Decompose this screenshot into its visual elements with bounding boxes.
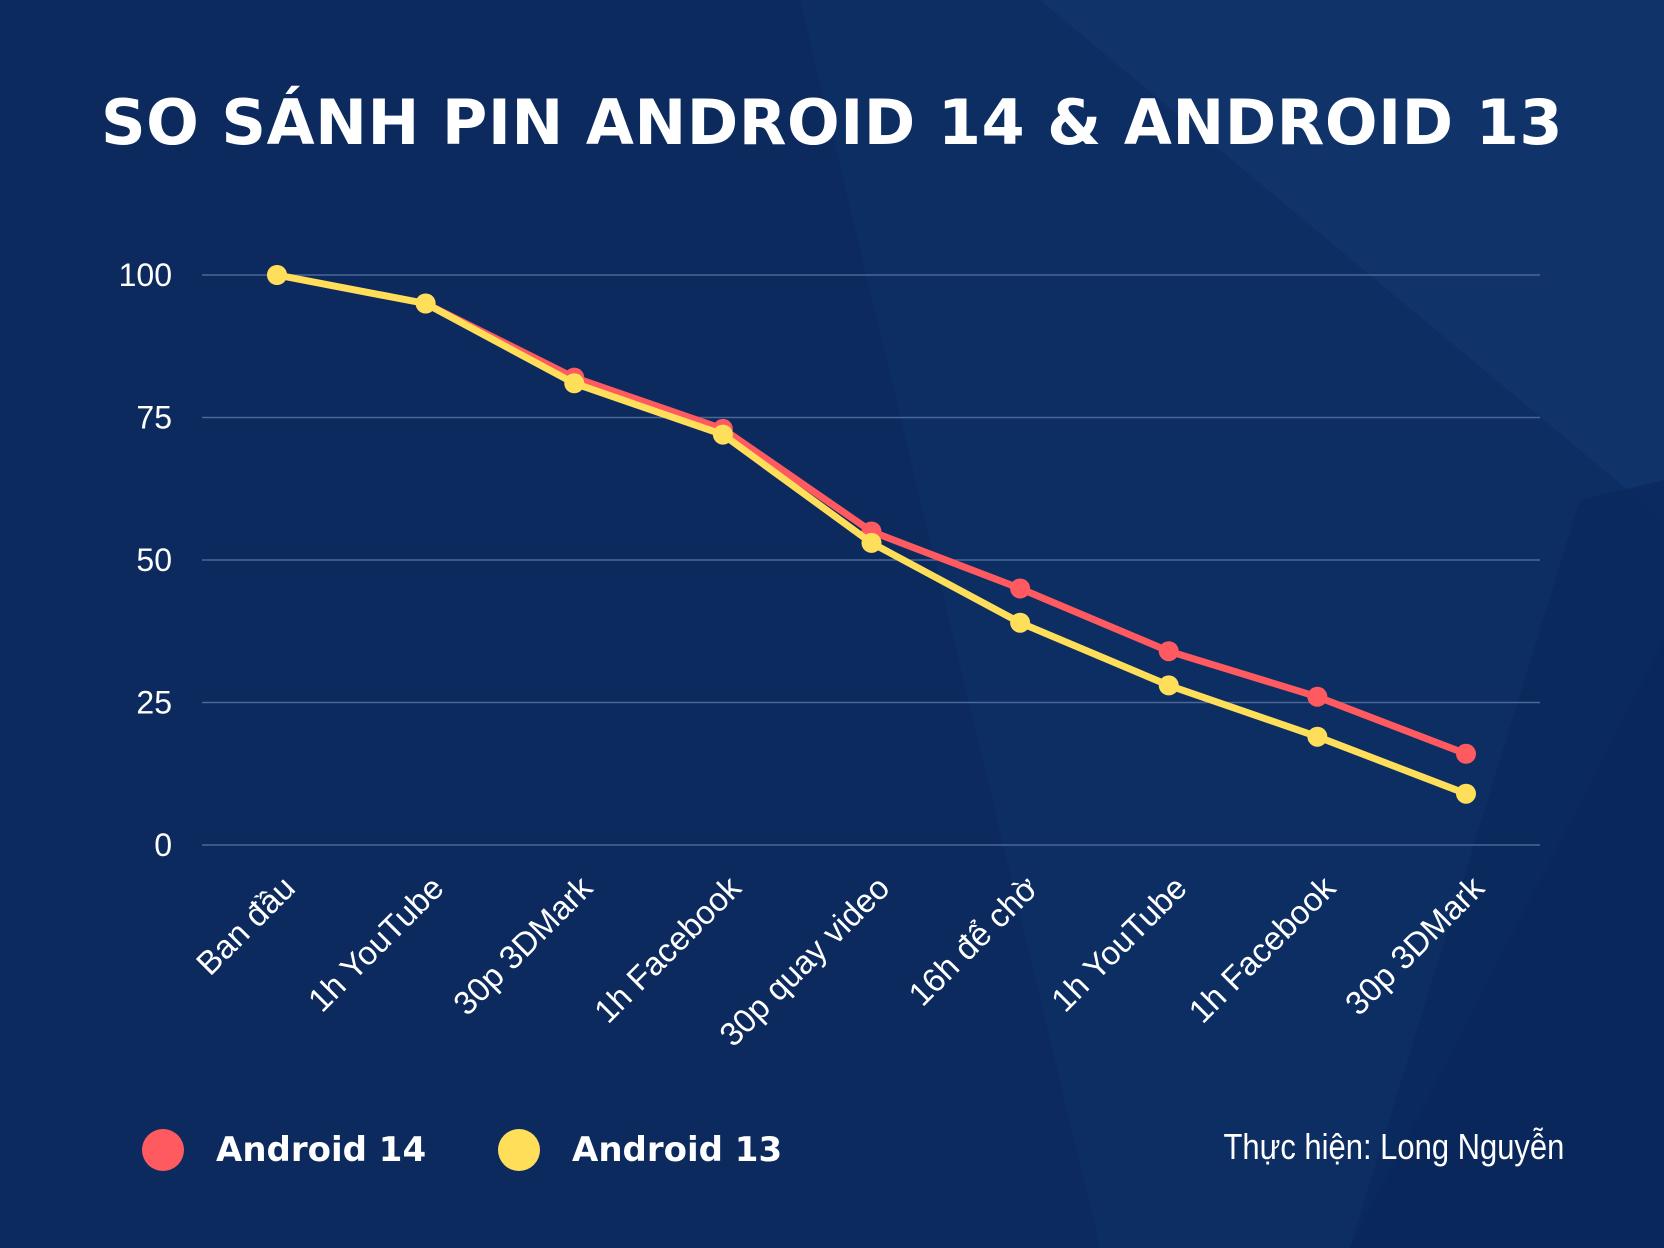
- legend-item-android13: Android 13: [498, 1128, 782, 1172]
- data-point: [564, 373, 585, 394]
- x-tick-label: 1h Facebook: [1181, 868, 1342, 1029]
- y-tick-label: 75: [136, 400, 172, 436]
- data-point: [415, 293, 436, 314]
- data-point: [1456, 783, 1476, 804]
- x-tick-label: 30p 3DMark: [1338, 868, 1492, 1022]
- series-android-13: [267, 265, 1476, 804]
- data-point: [1158, 641, 1179, 662]
- data-point: [1010, 612, 1031, 633]
- x-tick-label: 1h Facebook: [587, 868, 748, 1029]
- legend-marker-android14: [142, 1129, 184, 1171]
- data-point: [1456, 743, 1476, 764]
- grid-lines: [202, 274, 1540, 846]
- y-tick-label: 100: [119, 257, 172, 293]
- legend-label-android13: Android 13: [572, 1130, 783, 1170]
- series-android-14: [267, 265, 1476, 764]
- data-point: [1010, 578, 1031, 599]
- series-line: [273, 271, 1470, 758]
- legend-label-android14: Android 14: [216, 1130, 427, 1170]
- x-tick-label: 30p 3DMark: [446, 868, 600, 1022]
- y-axis-ticks: 0 25 50 75 100: [119, 257, 172, 863]
- chart-title: SO SÁNH PIN ANDROID 14 & ANDROID 13: [100, 86, 1564, 159]
- data-point: [1307, 686, 1328, 707]
- series-lines: [267, 265, 1476, 804]
- x-tick-label: Ban đầu: [189, 869, 302, 982]
- y-tick-label: 50: [136, 542, 172, 578]
- data-point: [1158, 675, 1179, 696]
- x-tick-label: 16h để chờ: [901, 869, 1045, 1013]
- x-tick-label: 1h YouTube: [301, 869, 451, 1019]
- legend-item-android14: Android 14: [142, 1128, 426, 1172]
- data-point: [267, 265, 287, 285]
- data-point: [712, 424, 733, 445]
- y-tick-label: 25: [136, 685, 172, 721]
- data-point: [1307, 726, 1328, 747]
- legend-marker-android13: [498, 1129, 540, 1171]
- author-credit: Thực hiện: Long Nguyễn: [1223, 1126, 1564, 1167]
- y-tick-label: 0: [154, 827, 172, 863]
- x-tick-label: 1h YouTube: [1044, 869, 1194, 1019]
- data-point: [861, 532, 882, 553]
